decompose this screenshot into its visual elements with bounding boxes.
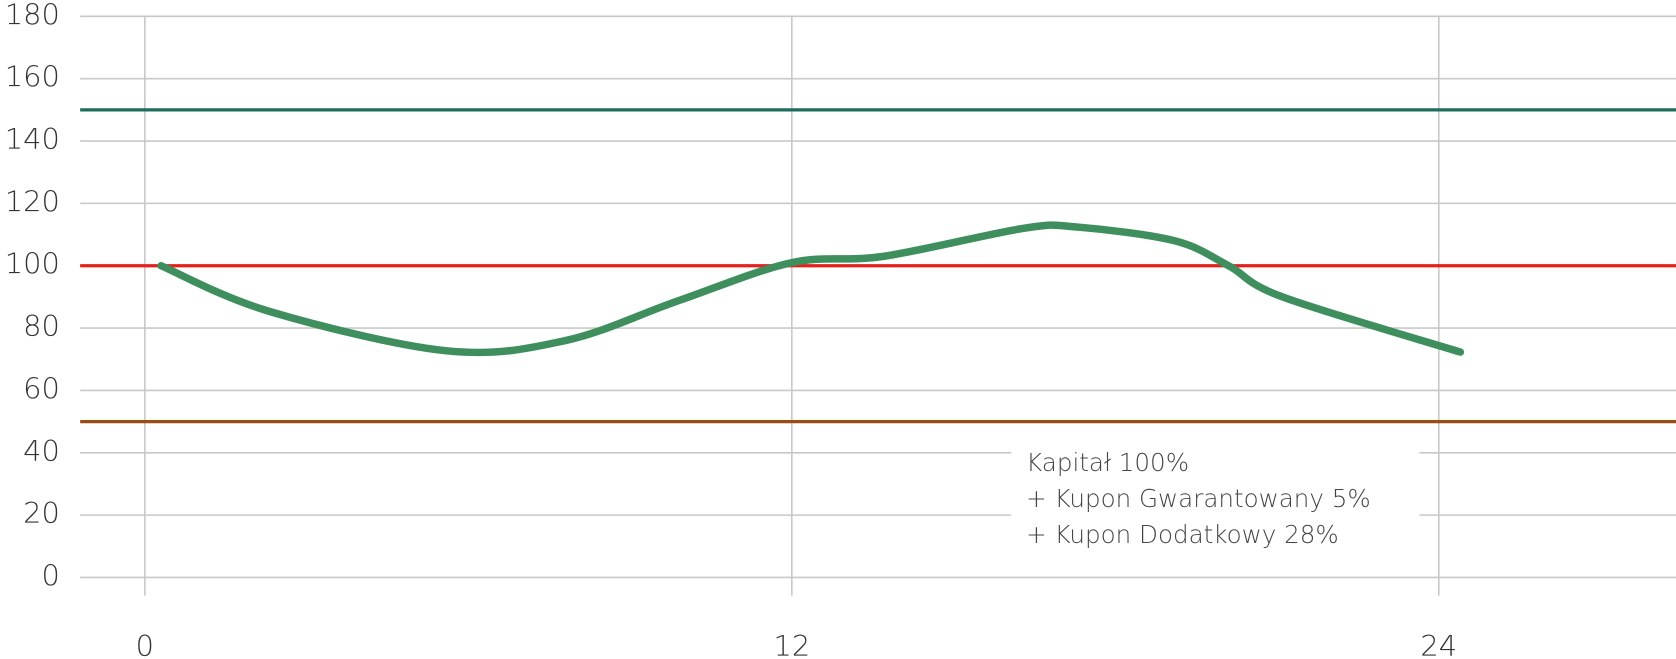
data-line <box>157 221 1465 357</box>
y-tick-label: 120 <box>5 184 60 218</box>
annotation: + Kupon Dodatkowy 28% <box>1026 520 1339 549</box>
y-tick-label: 100 <box>5 247 60 281</box>
y-tick-label: 20 <box>23 496 60 530</box>
annotation: Kapitał 100% <box>1026 448 1189 477</box>
y-tick-label: 80 <box>23 309 60 343</box>
x-tick-label: 12 <box>773 629 810 659</box>
y-tick-label: 160 <box>5 60 60 94</box>
y-tick-label: 40 <box>23 434 60 468</box>
x-tick-label: 0 <box>136 629 154 659</box>
y-tick-label: 140 <box>5 122 60 156</box>
x-tick-label: 24 <box>1420 629 1457 659</box>
annotation: + Kupon Gwarantowany 5% <box>1026 484 1371 513</box>
y-tick-label: 60 <box>23 371 60 405</box>
y-tick-label: 0 <box>41 558 59 592</box>
y-tick-label: 180 <box>5 0 60 31</box>
annotation-box <box>1011 438 1420 559</box>
